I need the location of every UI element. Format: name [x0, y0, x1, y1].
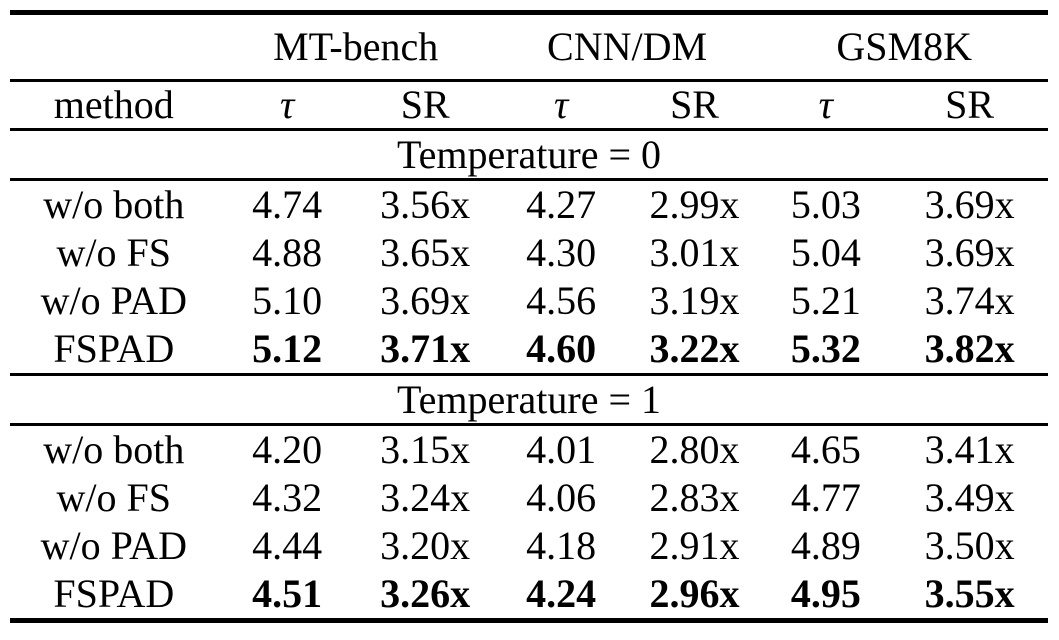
value-cell: 2.99x	[649, 182, 740, 227]
value-cell: 3.22x	[628, 325, 761, 376]
value-cell: 5.32	[760, 325, 892, 376]
group-header-mt-bench: MT-bench	[217, 12, 494, 82]
value-cell: 3.26x	[380, 571, 471, 616]
value-cell: 4.18	[526, 523, 597, 568]
column-header-row: method τ SR τ SR τ SR	[10, 80, 1048, 131]
table-row-t0-wo-fs: w/o FS 4.88 3.65x 4.30 3.01x 5.04 3.69x	[10, 229, 1048, 277]
value-cell: 3.15x	[380, 427, 471, 472]
value-cell: 3.24x	[380, 475, 471, 520]
value-cell: 5.10	[252, 278, 323, 323]
ablation-results-table: MT-bench CNN/DM GSM8K method τ SR τ SR τ…	[10, 10, 1048, 623]
value-cell: 4.24	[526, 571, 597, 616]
table-row-t1-wo-fs: w/o FS 4.32 3.24x 4.06 2.83x 4.77 3.49x	[10, 474, 1048, 522]
value-cell: 3.82x	[891, 325, 1048, 376]
value-cell: 5.03	[790, 182, 861, 227]
method-cell: w/o both	[43, 427, 185, 472]
col-header-tau-gsm8k: τ	[760, 80, 892, 131]
table-row-t0-fspad: FSPAD 5.12 3.71x 4.60 3.22x 5.32 3.82x	[10, 325, 1048, 376]
value-cell: 3.69x	[924, 230, 1015, 275]
value-cell: 3.69x	[380, 278, 471, 323]
col-header-tau-mt-bench: τ	[217, 80, 357, 131]
value-cell: 3.49x	[924, 475, 1015, 520]
method-cell: FSPAD	[53, 571, 175, 616]
group-header-gsm8k: GSM8K	[760, 12, 1048, 82]
value-cell: 4.65	[790, 427, 861, 472]
value-cell: 4.44	[252, 523, 323, 568]
value-cell: 3.01x	[649, 230, 740, 275]
col-header-sr-mt-bench: SR	[356, 80, 494, 131]
value-cell: 3.20x	[380, 523, 471, 568]
value-cell: 4.60	[493, 325, 629, 376]
value-cell: 2.96x	[649, 571, 740, 616]
value-cell: 4.74	[252, 182, 323, 227]
section-row-temperature-0: Temperature = 0	[10, 129, 1048, 181]
value-cell: 4.95	[790, 571, 861, 616]
value-cell: 2.83x	[649, 475, 740, 520]
value-cell: 3.65x	[380, 230, 471, 275]
corner-empty-cell	[10, 12, 218, 82]
section-title: Temperature = 1	[10, 374, 1048, 426]
method-cell: w/o both	[43, 182, 185, 227]
method-cell: w/o FS	[56, 475, 172, 520]
method-cell: w/o PAD	[40, 278, 187, 323]
value-cell: 4.20	[252, 427, 323, 472]
value-cell: 4.27	[526, 182, 597, 227]
value-cell: 3.50x	[924, 523, 1015, 568]
section-row-temperature-1: Temperature = 1	[10, 374, 1048, 426]
section-title: Temperature = 0	[10, 129, 1048, 181]
table-row-t1-wo-both: w/o both 4.20 3.15x 4.01 2.80x 4.65 3.41…	[10, 425, 1048, 475]
value-cell: 5.12	[217, 325, 357, 376]
col-header-sr-cnn-dm: SR	[628, 80, 761, 131]
value-cell: 4.01	[526, 427, 597, 472]
method-cell: FSPAD	[10, 325, 218, 376]
value-cell: 4.32	[252, 475, 323, 520]
table-row-t1-fspad: FSPAD 4.51 3.26x 4.24 2.96x 4.95 3.55x	[10, 570, 1048, 621]
value-cell: 3.41x	[924, 427, 1015, 472]
value-cell: 5.04	[790, 230, 861, 275]
col-header-sr-gsm8k: SR	[891, 80, 1048, 131]
value-cell: 4.06	[526, 475, 597, 520]
value-cell: 2.91x	[649, 523, 740, 568]
value-cell: 4.56	[526, 278, 597, 323]
value-cell: 4.77	[790, 475, 861, 520]
group-header-cnn-dm: CNN/DM	[493, 12, 761, 82]
value-cell: 4.89	[790, 523, 861, 568]
value-cell: 3.56x	[380, 182, 471, 227]
value-cell: 4.30	[526, 230, 597, 275]
value-cell: 5.21	[790, 278, 861, 323]
value-cell: 4.51	[252, 571, 323, 616]
table-row-t0-wo-pad: w/o PAD 5.10 3.69x 4.56 3.19x 5.21 3.74x	[10, 277, 1048, 325]
value-cell: 3.19x	[649, 278, 740, 323]
col-header-tau-cnn-dm: τ	[493, 80, 629, 131]
method-cell: w/o FS	[56, 230, 172, 275]
table-row-t0-wo-both: w/o both 4.74 3.56x 4.27 2.99x 5.03 3.69…	[10, 180, 1048, 230]
value-cell: 3.71x	[356, 325, 494, 376]
value-cell: 3.74x	[924, 278, 1015, 323]
table-row-t1-wo-pad: w/o PAD 4.44 3.20x 4.18 2.91x 4.89 3.50x	[10, 522, 1048, 570]
col-header-method: method	[10, 80, 218, 131]
method-cell: w/o PAD	[40, 523, 187, 568]
group-header-row: MT-bench CNN/DM GSM8K	[10, 12, 1048, 82]
value-cell: 2.80x	[649, 427, 740, 472]
value-cell: 3.55x	[924, 571, 1015, 616]
value-cell: 4.88	[252, 230, 323, 275]
value-cell: 3.69x	[924, 182, 1015, 227]
